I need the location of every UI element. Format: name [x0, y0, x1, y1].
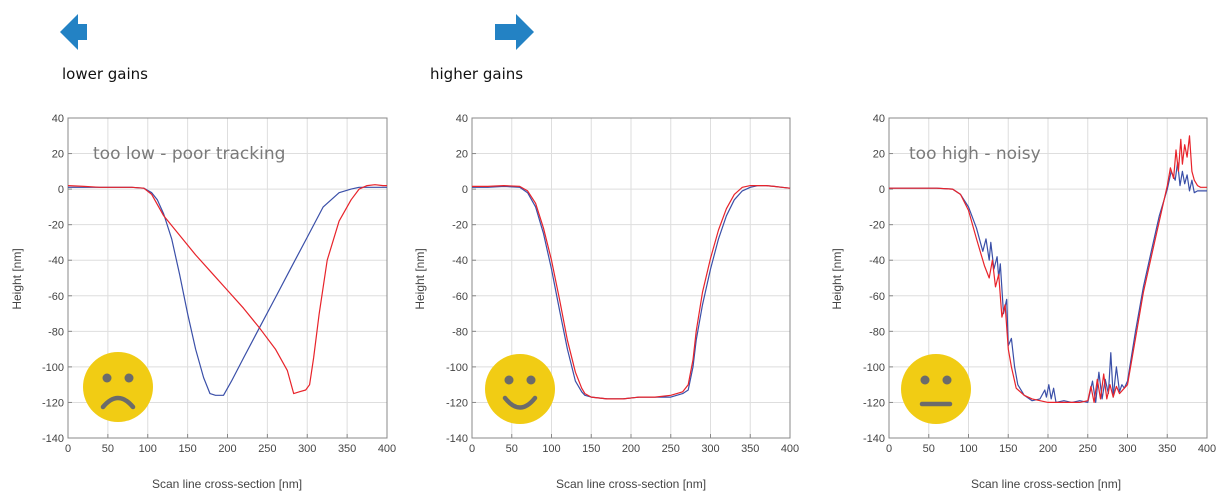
sad-face-icon [83, 352, 153, 422]
y-tick-label: -60 [869, 291, 885, 303]
annotation-too-low: too low - poor tracking [93, 144, 285, 164]
x-axis-title: Scan line cross-section [nm] [971, 477, 1121, 491]
x-tick-label: 350 [338, 443, 356, 455]
x-tick-label: 250 [1079, 443, 1097, 455]
x-axis-title: Scan line cross-section [nm] [152, 477, 302, 491]
left-arrow-group: lower gains [60, 14, 148, 83]
face-eye-left [504, 375, 514, 385]
face-mouth [502, 395, 538, 410]
y-tick-label: -80 [869, 326, 885, 338]
y-tick-label: -120 [446, 397, 468, 409]
x-tick-label: 300 [1118, 443, 1136, 455]
chart-panel-too-low: too low - poor tracking Scan line cross-… [10, 113, 396, 491]
x-axis-title: Scan line cross-section [nm] [556, 477, 706, 491]
face-circle [901, 354, 971, 424]
y-tick-label: 0 [58, 184, 64, 196]
y-tick-label: -100 [42, 362, 64, 374]
x-tick-label: 50 [506, 443, 518, 455]
x-tick-label: 350 [741, 443, 759, 455]
x-tick-label: 100 [542, 443, 560, 455]
y-tick-label: -20 [869, 220, 885, 232]
y-axis-title: Height [nm] [10, 248, 24, 309]
x-tick-label: 400 [781, 443, 799, 455]
higher-gains-label: higher gains [430, 65, 523, 83]
y-tick-label: -60 [452, 291, 468, 303]
chart-panel-optimal: Scan line cross-section [nm] Height [nm]… [413, 113, 799, 491]
lower-gains-label: lower gains [62, 65, 148, 83]
x-tick-label: 250 [662, 443, 680, 455]
x-tick-label: 150 [999, 443, 1017, 455]
y-tick-label: -140 [863, 433, 885, 445]
x-tick-label: 400 [1198, 443, 1216, 455]
face-eye-right [124, 373, 134, 383]
x-tick-label: 400 [378, 443, 396, 455]
y-tick-label: -80 [452, 326, 468, 338]
y-tick-label: -120 [863, 397, 885, 409]
right-arrow-group: higher gains [430, 14, 534, 83]
retrace-line [67, 184, 387, 395]
y-tick-label: 20 [456, 149, 468, 161]
x-tick-label: 150 [582, 443, 600, 455]
face-circle [485, 354, 555, 424]
y-tick-label: -140 [42, 433, 64, 445]
y-tick-label: -80 [48, 326, 64, 338]
y-tick-label: 40 [456, 113, 468, 125]
x-tick-label: 0 [65, 443, 71, 455]
face-eye-left [920, 375, 930, 385]
retrace-line [472, 185, 791, 400]
x-tick-label: 50 [923, 443, 935, 455]
y-tick-label: 40 [52, 113, 64, 125]
y-tick-label: -20 [452, 220, 468, 232]
y-tick-label: -100 [446, 362, 468, 374]
y-tick-label: 40 [873, 113, 885, 125]
y-axis-title: Height [nm] [830, 248, 844, 309]
x-tick-label: 0 [469, 443, 475, 455]
y-tick-label: 20 [873, 149, 885, 161]
y-tick-label: -60 [48, 291, 64, 303]
annotation-too-high: too high - noisy [909, 144, 1041, 164]
y-axis-title: Height [nm] [413, 248, 427, 309]
left-arrow-icon [60, 14, 87, 50]
y-tick-label: 0 [879, 184, 885, 196]
x-tick-label: 200 [218, 443, 236, 455]
x-tick-label: 300 [298, 443, 316, 455]
y-tick-label: -40 [48, 255, 64, 267]
x-tick-label: 200 [1039, 443, 1057, 455]
grid [471, 117, 791, 439]
x-tick-label: 0 [886, 443, 892, 455]
x-tick-label: 350 [1158, 443, 1176, 455]
x-tick-label: 200 [622, 443, 640, 455]
face-circle [83, 352, 153, 422]
grid [67, 117, 388, 439]
right-arrow-icon [495, 14, 534, 50]
x-tick-label: 150 [178, 443, 196, 455]
face-eye-right [942, 375, 952, 385]
y-tick-label: -40 [869, 255, 885, 267]
y-tick-label: -40 [452, 255, 468, 267]
x-tick-label: 50 [102, 443, 114, 455]
happy-face-icon [485, 354, 555, 424]
y-tick-label: -140 [446, 433, 468, 445]
x-tick-label: 100 [959, 443, 977, 455]
face-mouth [100, 395, 136, 410]
y-tick-label: -20 [48, 220, 64, 232]
face-eye-left [102, 373, 112, 383]
x-tick-label: 100 [139, 443, 157, 455]
retrace-line [889, 135, 1207, 403]
y-tick-label: 0 [462, 184, 468, 196]
chart-panel-too-high: too high - noisy Scan line cross-section… [830, 113, 1216, 491]
y-tick-label: 20 [52, 149, 64, 161]
y-tick-label: -100 [863, 362, 885, 374]
neutral-face-icon [901, 354, 971, 424]
x-tick-label: 250 [258, 443, 276, 455]
x-tick-label: 300 [701, 443, 719, 455]
y-tick-label: -120 [42, 397, 64, 409]
face-eye-right [526, 375, 536, 385]
